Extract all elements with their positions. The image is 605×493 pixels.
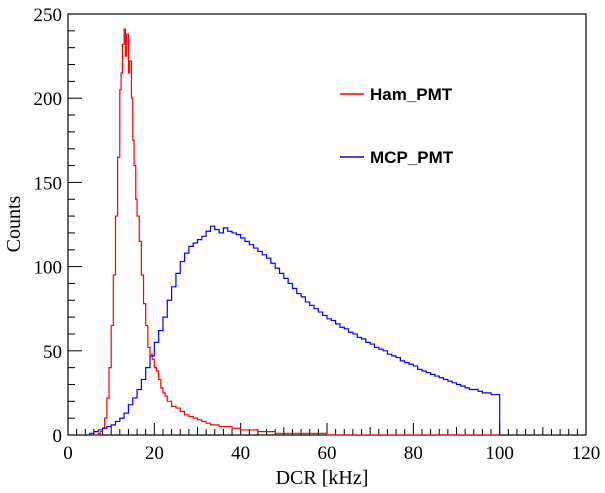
x-tick-label: 60 (318, 443, 337, 464)
y-axis-label: Counts (3, 195, 25, 252)
axis-ticks (67, 13, 587, 436)
legend-label: MCP_PMT (370, 148, 454, 167)
x-tick-label: 0 (63, 443, 73, 464)
legend: Ham_PMT MCP_PMT (340, 85, 454, 167)
x-tick-label: 120 (572, 443, 601, 464)
x-tick-label: 20 (145, 443, 164, 464)
y-tick-label: 200 (34, 89, 63, 110)
series-line-mcp-pmt (85, 225, 501, 436)
x-axis-label: DCR [kHz] (276, 467, 369, 489)
series-line-ham-pmt (93, 28, 500, 436)
y-tick-label: 150 (34, 173, 63, 194)
x-tick-label: 40 (231, 443, 250, 464)
y-tick-label: 100 (34, 258, 63, 279)
axis-tick-labels: 0 20 40 60 80 100 120 0 50 100 150 200 250 (34, 5, 601, 464)
y-tick-label: 0 (53, 426, 63, 447)
x-tick-label: 80 (404, 443, 423, 464)
series-layer (85, 28, 501, 436)
y-tick-label: 250 (34, 5, 63, 26)
y-tick-label: 50 (43, 342, 62, 363)
x-tick-label: 100 (485, 443, 514, 464)
legend-label: Ham_PMT (370, 85, 453, 104)
